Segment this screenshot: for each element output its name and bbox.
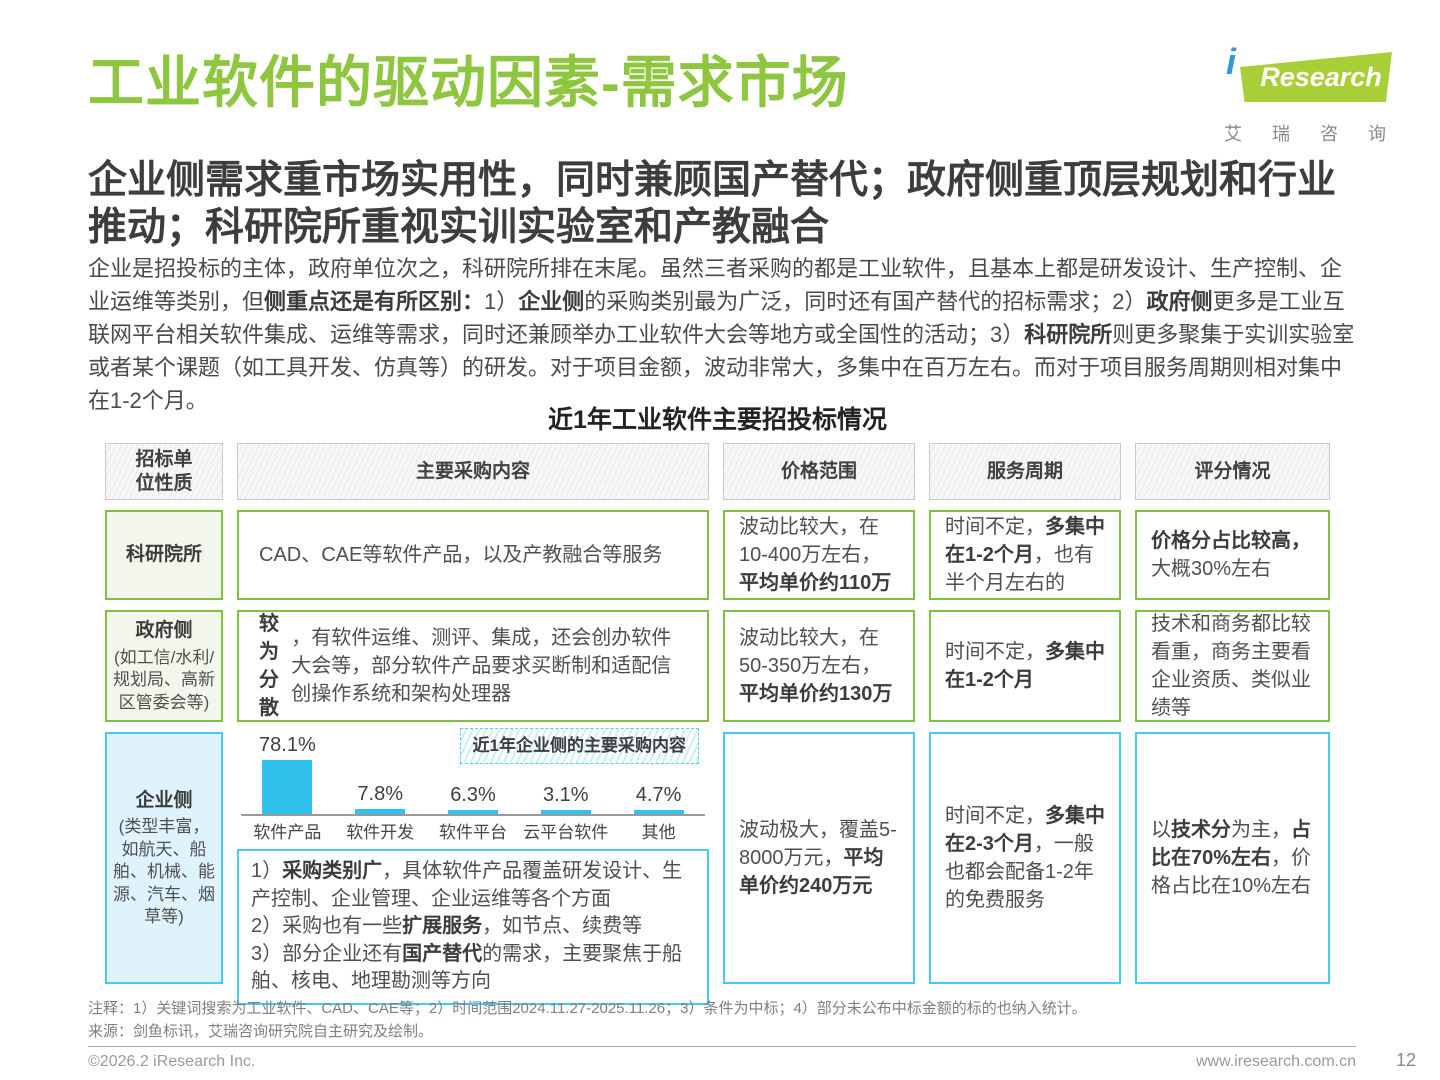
bar-series: 78.1% 7.8% 6.3% 3.1% 4.7%: [241, 732, 705, 814]
iresearch-logo-mark: i Research: [1224, 44, 1392, 106]
bar-category-label: 软件产品: [253, 823, 322, 842]
research-purchase-content: CAD、CAE等软件产品，以及产教融合等服务: [237, 510, 709, 600]
page-title: 工业软件的驱动因素-需求市场: [88, 51, 849, 114]
copyright-text: ©2026.2 iResearch Inc.: [88, 1053, 256, 1070]
col-header-price-range: 价格范围: [723, 443, 915, 500]
row-label-government: 政府侧 (如工信/水利/规划局、高新区管委会等): [105, 610, 223, 722]
mini-chart-title: 近1年企业侧的主要采购内容: [459, 728, 699, 764]
key-finding-subtitle: 企业侧需求重市场实用性，同时兼顾国产替代；政府侧重顶层规划和行业推动；科研院所重…: [88, 159, 1337, 249]
government-service-period: 时间不定，多集中在1-2个月: [929, 610, 1121, 722]
logo-chinese-name: 艾 瑞 咨 询: [1224, 124, 1386, 144]
enterprise-purchase-content: 近1年企业侧的主要采购内容 78.1% 7.8% 6.3% 3.1% 4.7% 软件产品…: [237, 728, 709, 1005]
col-header-service-period: 服务周期: [929, 443, 1121, 500]
col-header-bidder-type: 招标单位性质: [105, 443, 223, 500]
bar: [355, 809, 406, 814]
bar: [262, 760, 313, 814]
col-header-purchase-content: 主要采购内容: [237, 443, 709, 500]
footnote-source: 来源：剑鱼标讯，艾瑞咨询研究院自主研究及绘制。: [88, 1022, 434, 1040]
bar-value-label: 78.1%: [259, 734, 316, 756]
logo-i-glyph: i: [1226, 41, 1237, 82]
bar-category-label: 云平台软件: [523, 823, 609, 842]
footnote-methodology: 注释：1）关键词搜索为工业软件、CAD、CAE等；2）时间范围2024.11.2…: [88, 1000, 1087, 1017]
enterprise-price-range: 波动极大，覆盖5-8000万元，平均单价约240万元: [723, 732, 915, 984]
bar-value-label: 3.1%: [542, 784, 589, 806]
website-link[interactable]: www.iresearch.com.cn: [1195, 1053, 1356, 1070]
enterprise-note-1: 1）采购类别广，具体软件产品覆盖研发设计、生产控制、企业管理、企业运维等各个方面: [251, 860, 683, 910]
table-title: 近1年工业软件主要招投标情况: [548, 406, 887, 434]
bar-column: 4.7%: [612, 781, 705, 814]
iresearch-logo: i Research 艾 瑞 咨 询: [1224, 44, 1392, 146]
bar-value-label: 7.8%: [357, 783, 403, 805]
bar-category-label: 软件平台: [438, 823, 507, 842]
research-price-range: 波动比较大，在10-400万左右，平均单价约110万: [723, 510, 915, 600]
government-purchase-content: 较为分散 ，有软件运维、测评、集成，还会创办软件大会等，部分软件产品要求买断制和适…: [237, 610, 709, 722]
bar-column: 7.8%: [334, 780, 427, 814]
enterprise-note-2: 2）采购也有一些扩展服务，如节点、续费等: [251, 915, 643, 938]
footer-divider: [88, 1046, 1356, 1047]
purchase-bar-chart: 近1年企业侧的主要采购内容 78.1% 7.8% 6.3% 3.1% 4.7% 软件产品…: [241, 728, 705, 845]
research-scoring: 价格分占比较高，大概30%左右: [1135, 510, 1330, 600]
government-scoring: 技术和商务都比较看重，商务主要看企业资质、类似业绩等: [1135, 610, 1330, 722]
bidding-table: 招标单位性质 主要采购内容 价格范围 服务周期 评分情况 科研院所 CAD、CA…: [105, 443, 1330, 1005]
col-header-scoring: 评分情况: [1135, 443, 1330, 500]
x-axis-line: [241, 814, 705, 816]
row-label-enterprises: 企业侧 (类型丰富，如航天、船舶、机械、能源、汽车、烟草等): [105, 732, 223, 984]
research-service-period: 时间不定，多集中在1-2个月，也有半个月左右的: [929, 510, 1121, 600]
bar-value-label: 4.7%: [635, 784, 682, 806]
page-number: 12: [1395, 1050, 1416, 1070]
bar-value-label: 6.3%: [450, 784, 496, 806]
bar-column: 6.3%: [427, 781, 520, 814]
bar-category-label: 软件开发: [346, 823, 415, 842]
bar: [633, 810, 684, 814]
logo-brand-text: Research: [1260, 61, 1382, 92]
government-price-range: 波动比较大，在50-350万左右，平均单价约130万: [723, 610, 915, 722]
bar: [540, 810, 591, 814]
intro-paragraph: 企业是招投标的主体，政府单位次之，科研院所排在末尾。虽然三者采购的都是工业软件，…: [88, 256, 1355, 413]
bar: [447, 810, 498, 814]
footnotes: 注释：1）关键词搜索为工业软件、CAD、CAE等；2）时间范围2024.11.2…: [88, 998, 1368, 1043]
enterprise-note-3: 3）部分企业还有国产替代的需求，主要聚焦于船舶、核电、地理勘测等方向: [251, 942, 683, 993]
logo-green-shape: Research: [1240, 52, 1392, 102]
row-label-research-institutes: 科研院所: [105, 510, 223, 600]
enterprise-notes: 1）采购类别广，具体软件产品覆盖研发设计、生产控制、企业管理、企业运维等各个方面…: [237, 849, 709, 1005]
enterprise-scoring: 以技术分为主，占比在70%左右，价格占比在10%左右: [1135, 732, 1330, 984]
bar-category-label: 其他: [641, 823, 676, 842]
x-axis-labels: 软件产品 软件开发 软件平台 云平台软件 其他: [241, 821, 705, 845]
bar-column: 3.1%: [519, 781, 612, 814]
bar-column: 78.1%: [241, 731, 334, 814]
enterprise-service-period: 时间不定，多集中在2-3个月，一般也都会配备1-2年的免费服务: [929, 732, 1121, 984]
